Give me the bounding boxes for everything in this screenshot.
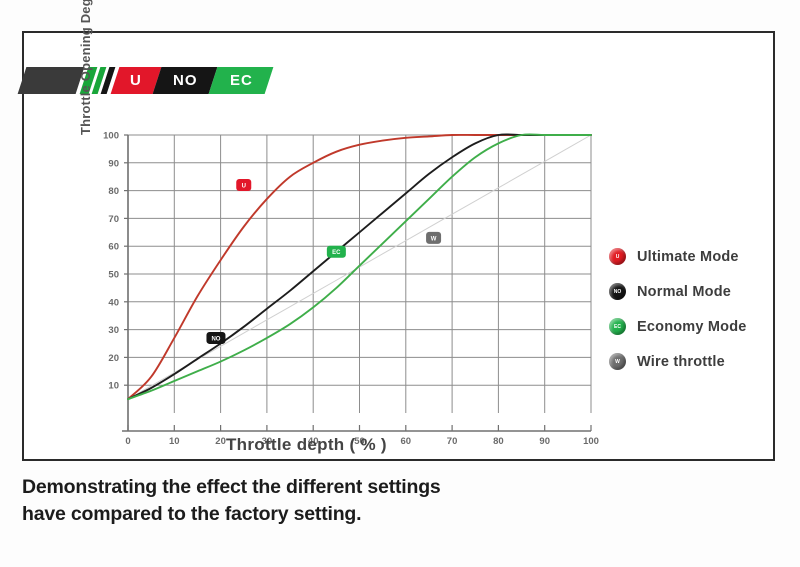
legend-dot-economy-icon: EC <box>609 318 626 335</box>
curve-marker-normal-mode: NO <box>206 331 226 344</box>
brand-no-text: NO <box>172 72 198 89</box>
y-tick-label: 20 <box>108 353 119 364</box>
y-axis-title: Throttle Opening Degree ( % ) <box>78 0 93 135</box>
curve-marker-badge <box>236 179 252 192</box>
legend-dot-economy-code: EC <box>614 323 621 330</box>
y-tick-label: 100 <box>103 131 119 142</box>
throttle-response-chart: 10 20 30 40 50 60 70 80 90 100 0 10 20 30 40 50 60 70 80 90… <box>103 131 599 448</box>
x-tick-label: 50 <box>354 436 365 447</box>
curve-marker-badge <box>206 331 226 344</box>
legend-label-normal: Normal Mode <box>637 283 732 300</box>
caption-line-1: Demonstrating the effect the different s… <box>22 476 441 498</box>
x-tick-label: 100 <box>583 436 599 447</box>
legend-dot-normal-code: NO <box>613 288 622 295</box>
legend-label-ultimate: Ultimate Mode <box>637 248 739 265</box>
figure-caption: Demonstrating the effect the different s… <box>22 474 762 528</box>
brand-dark-block <box>17 67 85 94</box>
x-tick-label: 20 <box>215 436 226 447</box>
chart-legend: U Ultimate Mode NO Normal Mode EC Econom… <box>609 239 784 379</box>
series-line-normal-mode <box>127 133 592 401</box>
curve-marker-economy-mode: EC <box>326 245 346 258</box>
x-tick-label: 90 <box>539 436 550 447</box>
x-axis-title: Throttle depth ( % ) <box>226 435 387 454</box>
curve-marker-badge <box>326 245 346 258</box>
x-tick-label: 60 <box>401 436 412 447</box>
curve-marker-ultimate-mode: U <box>236 179 252 192</box>
y-tick-label: 70 <box>108 214 119 225</box>
brand-banner: U NO EC <box>17 67 274 94</box>
x-tick-label: 10 <box>169 436 180 447</box>
curve-marker-label: U <box>242 183 246 189</box>
y-tick-label: 50 <box>108 270 119 281</box>
x-tick-label: 80 <box>493 436 504 447</box>
legend-dot-ultimate-icon: U <box>609 248 626 265</box>
caption-line-2: have compared to the factory setting. <box>22 503 362 525</box>
series-line-wire-throttle <box>127 134 592 400</box>
legend-item-wire-throttle: W Wire throttle <box>609 344 784 379</box>
brand-segment-no: NO <box>152 67 218 94</box>
curve-marker-label: EC <box>332 250 341 256</box>
curve-marker-label: NO <box>211 336 220 342</box>
legend-dot-wire-icon: W <box>609 353 626 370</box>
series-line-economy-mode <box>127 133 592 401</box>
legend-label-economy: Economy Mode <box>637 318 747 335</box>
y-tick-label: 10 <box>108 381 119 392</box>
brand-segment-ec: EC <box>208 67 274 94</box>
brand-ec-text: EC <box>229 72 253 89</box>
y-tick-label: 30 <box>108 325 119 336</box>
brand-u-text: U <box>130 72 142 89</box>
legend-label-wire: Wire throttle <box>637 353 725 370</box>
y-tick-label: 80 <box>108 186 119 197</box>
x-tick-label: 0 <box>125 436 130 447</box>
y-tick-label: 60 <box>108 242 119 253</box>
y-tick-label: 90 <box>108 158 119 169</box>
curve-marker-badge <box>426 231 442 244</box>
chart-frame: U NO EC 10 20 30 40 50 60 70 80 90 100 0 10 20 30 40 50… <box>17 0 775 461</box>
legend-item-economy-mode: EC Economy Mode <box>609 309 784 344</box>
y-tick-label: 40 <box>108 297 119 308</box>
legend-item-ultimate-mode: U Ultimate Mode <box>609 239 784 274</box>
x-tick-label: 30 <box>262 436 273 447</box>
legend-dot-normal-icon: NO <box>609 283 626 300</box>
legend-dot-wire-code: W <box>615 358 620 365</box>
plot-area: 10 20 30 40 50 60 70 80 90 100 0 10 20 30 40 50 60 70 80 90… <box>78 0 606 455</box>
x-tick-label: 70 <box>447 436 458 447</box>
curve-marker-wire-throttle: W <box>426 231 442 244</box>
x-tick-label: 40 <box>308 436 319 447</box>
curve-marker-label: W <box>431 236 437 242</box>
legend-item-normal-mode: NO Normal Mode <box>609 274 784 309</box>
legend-dot-ultimate-code: U <box>615 253 620 260</box>
